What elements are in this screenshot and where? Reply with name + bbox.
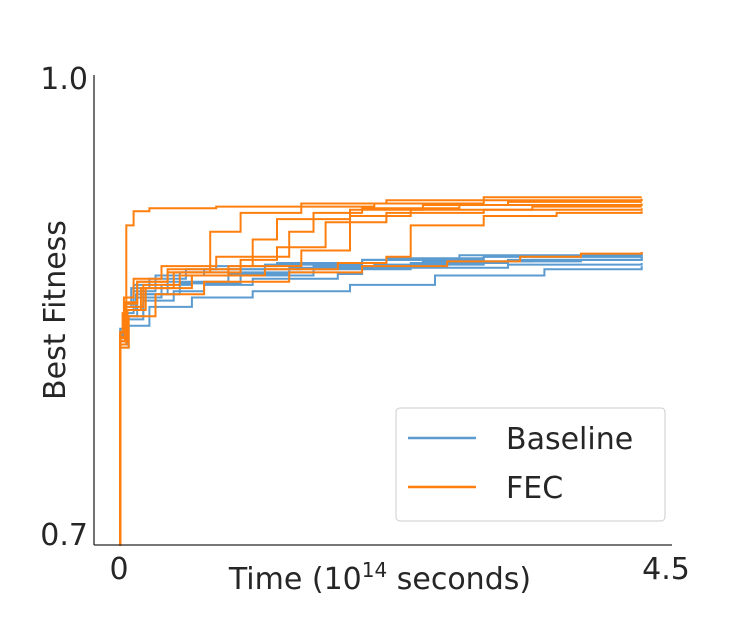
x-axis-label: Time (1014 seconds): [228, 558, 531, 597]
legend: Baseline FEC: [395, 407, 666, 522]
y-tick-bottom: 0.7: [40, 518, 88, 553]
fec-run-6-line: [119, 208, 643, 546]
x-tick-left: 0: [109, 552, 128, 587]
legend-fec-label: FEC: [506, 471, 563, 506]
plot-area: [119, 196, 643, 546]
fec-run-4-line: [119, 203, 643, 546]
y-tick-top: 1.0: [40, 62, 88, 97]
x-axis-label-base: Time (10: [228, 562, 362, 597]
y-axis-label: Best Fitness: [38, 220, 73, 400]
fec-run-1-line: [119, 196, 642, 546]
legend-baseline-label: Baseline: [506, 422, 633, 457]
x-axis-label-tail: seconds): [387, 562, 531, 597]
fec-run-8-line: [119, 252, 643, 546]
fec-lines: [119, 196, 643, 546]
x-axis-label-exponent: 14: [362, 558, 387, 582]
x-tick-right: 4.5: [642, 552, 690, 587]
fec-run-7-line: [119, 211, 643, 546]
legend-frame: [395, 407, 666, 522]
